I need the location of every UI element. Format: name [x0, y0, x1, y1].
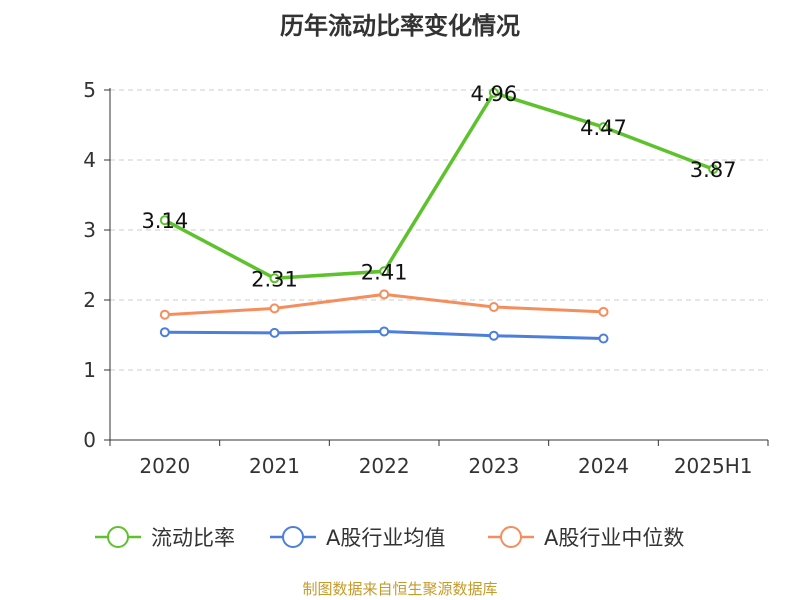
data-label: 2.31 [251, 267, 298, 291]
legend-label[interactable]: 流动比率 [151, 526, 235, 550]
y-tick-label: 4 [83, 148, 96, 172]
x-tick-label: 2023 [468, 454, 519, 478]
data-point [598, 306, 609, 317]
legend-label[interactable]: A股行业均值 [326, 526, 445, 550]
data-point [488, 330, 499, 341]
y-tick-label: 5 [83, 78, 96, 102]
data-label: 3.87 [690, 158, 737, 182]
data-label: 3.14 [141, 209, 188, 233]
data-point [159, 309, 170, 320]
data-point [379, 326, 390, 337]
data-point [379, 266, 390, 277]
data-point [708, 164, 719, 175]
data-point [488, 302, 499, 312]
source-note: 制图数据来自恒生聚源数据库 [302, 580, 498, 598]
y-tick-label: 2 [83, 288, 96, 312]
data-point [159, 215, 170, 226]
y-tick-label: 3 [83, 218, 96, 242]
data-point [269, 303, 280, 314]
data-label: 4.47 [580, 116, 627, 140]
y-tick-label: 1 [83, 358, 96, 382]
x-tick-label: 2022 [359, 454, 410, 478]
data-point [598, 333, 609, 344]
legend-marker-icon [107, 526, 129, 548]
data-label: 2.41 [361, 260, 408, 284]
chart-title: 历年流动比率变化情况 [280, 12, 520, 40]
data-point [269, 327, 280, 338]
x-tick-label: 2025H1 [674, 454, 753, 478]
data-point [598, 122, 609, 133]
data-point [379, 289, 390, 300]
series-line-0 [164, 91, 714, 281]
x-tick-label: 2024 [578, 454, 629, 478]
legend-label[interactable]: A股行业中位数 [544, 526, 684, 550]
legend-marker-icon [500, 526, 522, 548]
data-point [269, 273, 280, 284]
data-point [159, 327, 170, 338]
data-point [488, 87, 499, 98]
x-tick-label: 2021 [249, 454, 300, 478]
y-tick-label: 0 [83, 428, 96, 452]
legend-marker-icon [282, 526, 304, 548]
data-label: 4.96 [470, 82, 517, 106]
x-tick-label: 2020 [139, 454, 190, 478]
